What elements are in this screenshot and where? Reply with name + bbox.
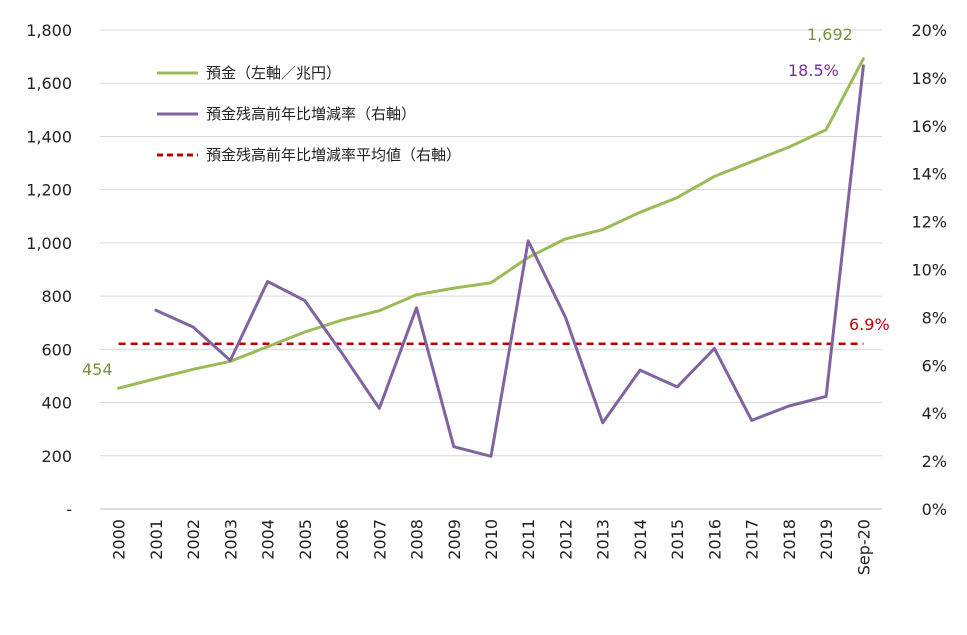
right-axis-tick-label: 16% xyxy=(911,117,947,136)
right-axis-tick-label: 10% xyxy=(911,261,947,280)
x-axis-tick-label: 2005 xyxy=(296,519,315,560)
right-axis-tick-label: 12% xyxy=(911,213,947,232)
x-axis-tick-label: 2010 xyxy=(482,519,501,560)
legend-label-average-rate: 預金残高前年比増減率平均値（右軸） xyxy=(206,146,461,164)
series-line-deposit xyxy=(117,57,865,390)
x-axis-tick-label: Sep-20 xyxy=(854,519,873,575)
right-axis-tick-label: 20% xyxy=(911,21,947,40)
x-axis-tick-label: 2012 xyxy=(556,519,575,560)
x-axis-tick-label: 2014 xyxy=(631,519,650,560)
left-axis-tick-label: 1,000 xyxy=(26,234,72,253)
series-line-growth-rate xyxy=(154,64,865,458)
left-axis-tick-label: 800 xyxy=(41,287,72,306)
x-axis-tick-label: 2016 xyxy=(705,519,724,560)
legend-label-growth-rate: 預金残高前年比増減率（右軸） xyxy=(206,105,416,123)
data-label-last-deposit: 1,692 xyxy=(807,25,853,44)
left-axis-tick-label: - xyxy=(66,500,72,519)
right-axis-tick-label: 4% xyxy=(922,404,947,423)
right-axis-tick-label: 0% xyxy=(922,500,947,519)
x-axis-tick-label: 2004 xyxy=(259,519,278,560)
x-axis-tick-label: 2000 xyxy=(110,519,129,560)
data-label-average-rate: 6.9% xyxy=(849,315,890,334)
x-axis-tick-label: 2007 xyxy=(370,519,389,560)
x-axis-tick-label: 2011 xyxy=(519,519,538,560)
left-axis-tick-label: 1,600 xyxy=(26,74,72,93)
left-axis-tick-label: 1,400 xyxy=(26,127,72,146)
x-axis-tick-label: 2003 xyxy=(221,519,240,560)
left-axis-tick-label: 1,200 xyxy=(26,181,72,200)
left-axis-tick-label: 600 xyxy=(41,340,72,359)
legend-label-deposit: 預金（左軸／兆円） xyxy=(206,64,341,82)
right-axis-tick-label: 8% xyxy=(922,308,947,327)
x-axis-tick-label: 2015 xyxy=(668,519,687,560)
data-label-last-rate: 18.5% xyxy=(788,61,839,80)
x-axis: 2000 2001 2002 2003 2004 2005 2006 2007 2008 2009… xyxy=(110,519,874,575)
right-axis-tick-label: 2% xyxy=(922,452,947,471)
annotations: 454 1,692 18.5% 6.9% xyxy=(82,25,890,379)
x-axis-tick-label: 2008 xyxy=(408,519,427,560)
left-axis-tick-label: 1,800 xyxy=(26,21,72,40)
right-axis-tick-label: 14% xyxy=(911,165,947,184)
right-axis: 0% 2% 4% 6% 8% 10% 12% 14% 16% 18% 20% xyxy=(911,21,947,519)
x-axis-tick-label: 2002 xyxy=(184,519,203,560)
right-axis-tick-label: 6% xyxy=(922,356,947,375)
x-axis-tick-label: 2009 xyxy=(445,519,464,560)
x-axis-tick-label: 2017 xyxy=(743,519,762,560)
x-axis-tick-label: 2018 xyxy=(780,519,799,560)
x-axis-tick-label: 2001 xyxy=(147,519,166,560)
series xyxy=(117,57,865,458)
x-axis-tick-label: 2013 xyxy=(594,519,613,560)
x-axis-tick-label: 2006 xyxy=(333,519,352,560)
left-axis: - 200 400 600 800 1,000 1,200 1,400 1,600 1,800 xyxy=(26,21,72,519)
right-axis-tick-label: 18% xyxy=(911,69,947,88)
grid xyxy=(100,29,882,510)
data-label-first-deposit: 454 xyxy=(82,360,113,379)
legend: 預金（左軸／兆円） 預金残高前年比増減率（右軸） 預金残高前年比増減率平均値（右… xyxy=(157,64,461,164)
left-axis-tick-label: 400 xyxy=(41,394,72,413)
x-axis-tick-label: 2019 xyxy=(817,519,836,560)
left-axis-tick-label: 200 xyxy=(41,447,72,466)
